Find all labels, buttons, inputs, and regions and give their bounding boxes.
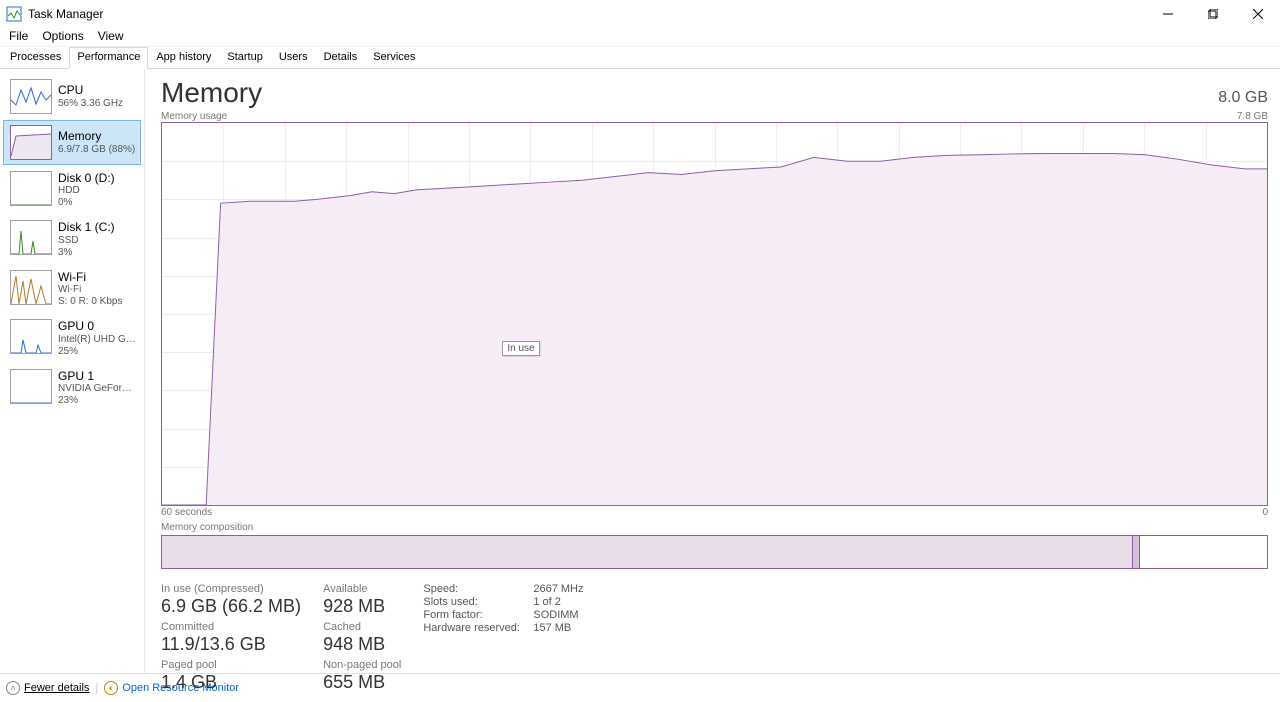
- app-icon: [6, 6, 22, 22]
- stat-value: 6.9 GB (66.2 MB): [161, 596, 301, 617]
- sidebar-item-title: Memory: [58, 129, 135, 143]
- spec-value: 2667 MHz: [533, 583, 583, 595]
- usage-chart-max: 7.8 GB: [1237, 111, 1268, 122]
- sidebar-item-wi-fi[interactable]: Wi-FiWi-FiS: 0 R: 0 Kbps: [3, 265, 141, 313]
- menu-file[interactable]: File: [2, 28, 35, 46]
- sidebar-item-sub1: 6.9/7.8 GB (88%): [58, 144, 135, 156]
- sidebar-item-disk-0-d-[interactable]: Disk 0 (D:)HDD0%: [3, 166, 141, 214]
- stat-value: 928 MB: [323, 596, 401, 617]
- tab-processes[interactable]: Processes: [2, 47, 69, 68]
- main-panel: Memory 8.0 GB Memory usage 7.8 GB In use…: [145, 69, 1280, 673]
- tab-users[interactable]: Users: [271, 47, 316, 68]
- titlebar: Task Manager: [0, 0, 1280, 28]
- spec-key: Speed:: [423, 583, 533, 595]
- chart-tooltip: In use: [502, 341, 539, 356]
- sidebar-spark: [10, 369, 52, 404]
- sidebar-item-sub2: 0%: [58, 197, 115, 209]
- sidebar-spark: [10, 220, 52, 255]
- sidebar-item-sub2: 25%: [58, 346, 136, 358]
- sidebar-item-sub1: NVIDIA GeForce G...: [58, 383, 136, 395]
- close-icon: [1253, 9, 1263, 19]
- sidebar-item-gpu-0[interactable]: GPU 0Intel(R) UHD Grap...25%: [3, 314, 141, 362]
- spec-row: Speed:2667 MHz: [423, 583, 583, 595]
- stat-label: In use (Compressed): [161, 583, 301, 595]
- spec-row: Slots used:1 of 2: [423, 596, 583, 608]
- menubar: FileOptionsView: [0, 28, 1280, 47]
- stat-label: Paged pool: [161, 659, 301, 671]
- chart-x-left: 60 seconds: [161, 507, 212, 518]
- tab-app-history[interactable]: App history: [148, 47, 219, 68]
- minimize-button[interactable]: [1145, 0, 1190, 28]
- spec-key: Hardware reserved:: [423, 622, 533, 634]
- sidebar-item-sub2: S: 0 R: 0 Kbps: [58, 296, 122, 308]
- resource-sidebar: CPU56% 3.36 GHzMemory6.9/7.8 GB (88%)Dis…: [0, 69, 145, 673]
- menu-options[interactable]: Options: [35, 28, 90, 46]
- sidebar-item-gpu-1[interactable]: GPU 1NVIDIA GeForce G...23%: [3, 364, 141, 412]
- stat-value: 1.4 GB: [161, 672, 301, 693]
- sidebar-spark: [10, 79, 52, 114]
- resmon-icon: ◐: [104, 681, 118, 695]
- window-title: Task Manager: [28, 7, 103, 21]
- sidebar-spark: [10, 171, 52, 206]
- page-title: Memory: [161, 77, 262, 109]
- sidebar-item-sub1: SSD: [58, 235, 115, 247]
- sidebar-item-sub1: Intel(R) UHD Grap...: [58, 334, 136, 346]
- sidebar-item-sub1: HDD: [58, 185, 115, 197]
- spec-row: Hardware reserved:157 MB: [423, 622, 583, 634]
- sidebar-spark: [10, 125, 52, 160]
- spec-value: 1 of 2: [533, 596, 561, 608]
- spec-value: 157 MB: [533, 622, 571, 634]
- tabbar: ProcessesPerformanceApp historyStartupUs…: [0, 47, 1280, 69]
- stat-value: 655 MB: [323, 672, 401, 693]
- memory-composition-bar[interactable]: [161, 535, 1268, 569]
- memory-usage-chart[interactable]: In use: [161, 122, 1268, 506]
- sidebar-item-title: Disk 1 (C:): [58, 220, 115, 234]
- composition-segment: [1133, 536, 1140, 568]
- stat-label: Available: [323, 583, 401, 595]
- sidebar-item-sub2: 3%: [58, 247, 115, 259]
- sidebar-item-sub2: 23%: [58, 395, 136, 407]
- sidebar-item-title: Wi-Fi: [58, 270, 122, 284]
- close-button[interactable]: [1235, 0, 1280, 28]
- composition-label: Memory composition: [161, 522, 1268, 533]
- stats-area: In use (Compressed)6.9 GB (66.2 MB) Commi…: [161, 583, 1268, 697]
- sidebar-item-title: GPU 0: [58, 319, 136, 333]
- sidebar-spark: [10, 319, 52, 354]
- chart-x-right: 0: [1262, 507, 1268, 518]
- stat-label: Committed: [161, 621, 301, 633]
- maximize-button[interactable]: [1190, 0, 1235, 28]
- composition-segment: [1140, 536, 1267, 568]
- spec-key: Slots used:: [423, 596, 533, 608]
- tab-details[interactable]: Details: [316, 47, 366, 68]
- sidebar-item-sub1: Wi-Fi: [58, 284, 122, 296]
- sidebar-item-title: GPU 1: [58, 369, 136, 383]
- spec-key: Form factor:: [423, 609, 533, 621]
- composition-segment: [162, 536, 1133, 568]
- tab-performance[interactable]: Performance: [69, 47, 148, 69]
- sidebar-item-title: CPU: [58, 83, 123, 97]
- sidebar-spark: [10, 270, 52, 305]
- tab-services[interactable]: Services: [365, 47, 423, 68]
- maximize-icon: [1208, 9, 1218, 19]
- sidebar-item-cpu[interactable]: CPU56% 3.36 GHz: [3, 74, 141, 119]
- menu-view[interactable]: View: [91, 28, 131, 46]
- tab-startup[interactable]: Startup: [219, 47, 270, 68]
- stat-label: Non-paged pool: [323, 659, 401, 671]
- spec-value: SODIMM: [533, 609, 578, 621]
- stat-value: 948 MB: [323, 634, 401, 655]
- spec-row: Form factor:SODIMM: [423, 609, 583, 621]
- fewer-details-link[interactable]: Fewer details: [24, 682, 89, 694]
- stat-value: 11.9/13.6 GB: [161, 634, 301, 655]
- sidebar-item-disk-1-c-[interactable]: Disk 1 (C:)SSD3%: [3, 215, 141, 263]
- sidebar-item-title: Disk 0 (D:): [58, 171, 115, 185]
- chevron-up-icon: ˄: [6, 681, 20, 695]
- stat-label: Cached: [323, 621, 401, 633]
- sidebar-item-sub1: 56% 3.36 GHz: [58, 98, 123, 110]
- sidebar-item-memory[interactable]: Memory6.9/7.8 GB (88%): [3, 120, 141, 165]
- memory-capacity: 8.0 GB: [1218, 89, 1268, 107]
- usage-chart-label: Memory usage: [161, 111, 227, 122]
- content: CPU56% 3.36 GHzMemory6.9/7.8 GB (88%)Dis…: [0, 69, 1280, 673]
- minimize-icon: [1163, 9, 1173, 19]
